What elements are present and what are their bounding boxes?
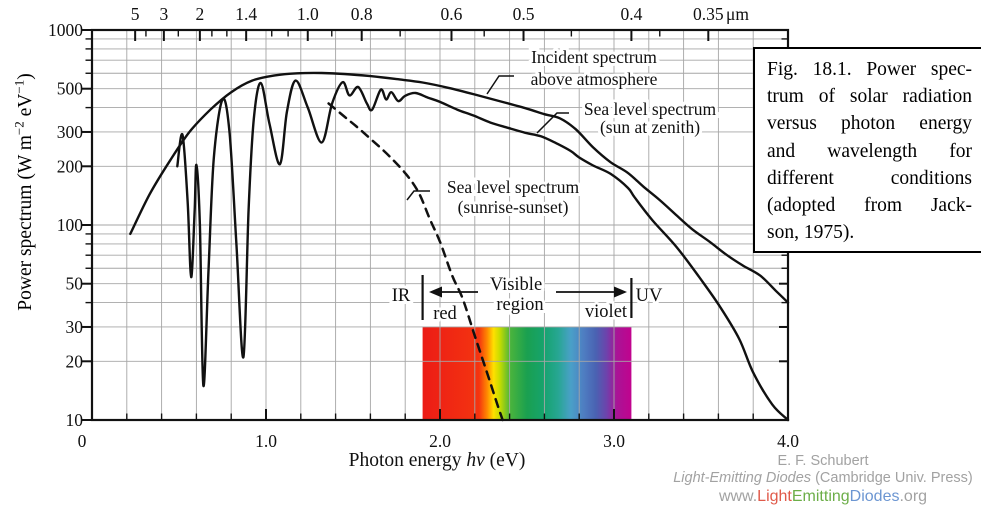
arrow-left-icon [429,286,442,298]
y-tick-label: 200 [57,156,84,176]
curve-above-atmosphere [129,71,790,304]
x-tick-label: 1.0 [255,431,277,451]
wavelength-tick-label: 0.6 [441,4,463,24]
y-axis-title-sup2: −1 [11,79,27,94]
curve-label-line1: Sea level spectrum [584,99,717,119]
curve-label-line2: (sun at zenith) [600,117,700,137]
url-www: www. [718,488,758,505]
y-axis-title-sup1: −2 [11,121,27,136]
caption-line: son, 1975). [767,222,855,244]
region-label: region [496,295,543,315]
x-tick-label: 0 [78,431,87,451]
attribution-book-publisher: (Cambridge Univ. Press) [811,470,973,486]
violet-label: violet [585,302,628,322]
url-emitting: Emitting [791,488,850,505]
y-tick-label: 10 [66,410,84,430]
attribution-book-title: Light-Emitting Diodes [673,470,812,486]
tick-labels: 0 1.0 2.0 3.0 4.0 1000 500 300 200 100 50 30 20 10 5 3 2… [48,4,799,451]
caption-line: versus photon energy [767,113,972,135]
url-org: .org [899,488,928,505]
attribution-author: E. F. Schubert [777,453,869,469]
leader-line [406,190,430,201]
red-label: red [433,304,457,324]
caption-line: Fig. 18.1. Power spec- [767,59,972,80]
wavelength-tick-label: 0.35 [693,4,724,24]
y-tick-label: 100 [57,215,84,235]
caption-line: trum of solar radiation [767,86,972,108]
curve-sun-at-zenith [176,79,790,422]
visible-spectrum-band [422,326,632,420]
uv-label: UV [636,286,663,306]
leader-line [486,75,514,95]
x-tick-label: 2.0 [429,431,451,451]
wavelength-tick-label: 0.8 [351,4,373,24]
curve-label-line2: above atmosphere [531,69,658,89]
url-diodes: Diodes [849,488,900,505]
wavelength-tick-label: 0.5 [513,4,535,24]
caption-line: (adopted from Jack- [767,195,972,217]
wavelength-unit-label: μm [726,4,749,24]
wavelength-tick-label: 1.4 [235,4,257,24]
y-tick-label: 500 [57,79,84,99]
x-tick-label: 3.0 [603,431,625,451]
y-tick-label: 30 [66,317,84,337]
wavelength-tick-label: 0.4 [620,4,642,24]
leader-line [536,112,569,134]
y-tick-label: 50 [66,274,84,294]
arrow-right-icon [614,286,627,298]
wavelength-tick-label: 5 [131,4,140,24]
visible-label: Visible [490,275,542,295]
curve-label-line2: (sunrise-sunset) [458,197,569,217]
figure-caption: Fig. 18.1. Power spec-trum of solar radi… [753,47,981,253]
ir-label: IR [392,286,411,306]
attribution-url[interactable]: www.LightEmittingDiodes.org [667,487,979,507]
attribution: E. F. Schubert Light-Emitting Diodes (Ca… [667,453,979,507]
y-tick-label: 300 [57,122,84,142]
attribution-book: Light-Emitting Diodes (Cambridge Univ. P… [667,470,979,487]
y-tick-label: 1000 [48,20,83,40]
y-axis-title-mid: eV [14,93,36,122]
curve-sunrise-sunset [327,102,504,422]
gridlines [92,30,788,420]
y-axis-title-post: ) [14,73,36,80]
wavelength-tick-label: 2 [196,4,205,24]
x-axis-title: Photon energy hν (eV) [349,450,526,471]
y-tick-label: 20 [66,351,84,371]
x-tick-label: 4.0 [777,431,799,451]
caption-line: different conditions [767,167,972,189]
url-light: Light [757,488,792,505]
wavelength-tick-label: 1.0 [297,4,319,24]
y-axis-title: Power spectrum (W m−2 eV−1) [11,73,37,310]
caption-line: and wavelength for [767,140,972,162]
curve-label-line1: Incident spectrum [531,47,657,67]
y-axis-title-pre: Power spectrum (W m [14,135,36,311]
curve-label-line1: Sea level spectrum [447,177,580,197]
wavelength-tick-label: 3 [159,4,168,24]
